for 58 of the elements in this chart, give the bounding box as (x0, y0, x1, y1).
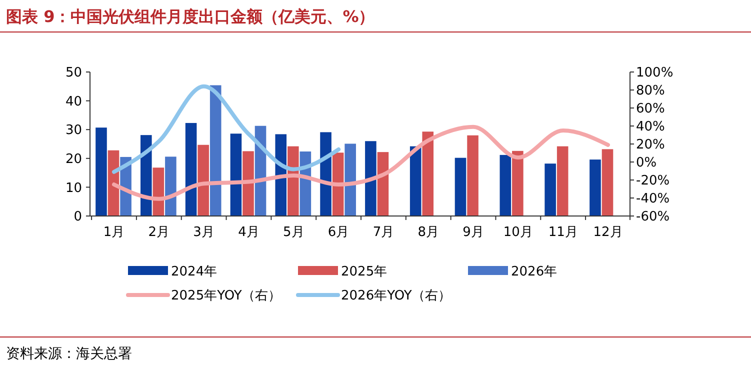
legend-label: 2025年YOY（右） (171, 288, 281, 304)
bar (500, 154, 512, 216)
y2-tick-label: 80% (636, 84, 665, 99)
bar (344, 144, 356, 216)
x-tick-label: 11月 (548, 225, 578, 240)
bar (365, 141, 376, 216)
line-series (112, 124, 610, 201)
x-tick-label: 8月 (418, 225, 440, 240)
y2-tick-label: -40% (636, 192, 670, 207)
x-tick-label: 6月 (328, 225, 350, 240)
legend-label: 2026年YOY（右） (341, 288, 451, 304)
y2-tick-label: 0% (636, 156, 657, 171)
y2-tick-label: 100% (636, 66, 674, 81)
legend-label: 2026年 (511, 264, 558, 280)
bar (230, 134, 242, 216)
x-tick-label: 7月 (372, 225, 394, 240)
y2-tick-label: -20% (636, 174, 670, 189)
y-tick-label: 40 (65, 94, 82, 110)
bar (210, 85, 222, 216)
chart-title: 图表 9：中国光伏组件月度出口金额（亿美元、%） (6, 7, 375, 26)
bar (602, 149, 614, 216)
bar (544, 164, 556, 216)
bar (96, 128, 107, 216)
y2-tick-label: 20% (636, 138, 665, 153)
y-tick-label: 10 (65, 180, 82, 196)
bar (512, 150, 524, 216)
y-tick-label: 0 (74, 210, 82, 225)
x-tick-label: 4月 (238, 225, 260, 240)
legend-label: 2024年 (171, 264, 218, 280)
bar (410, 146, 422, 216)
bar (165, 156, 176, 216)
bar (242, 151, 254, 216)
bar (332, 152, 344, 216)
x-tick-label: 5月 (282, 225, 304, 240)
x-tick-label: 3月 (193, 225, 214, 240)
y-tick-label: 50 (65, 66, 82, 81)
y2-tick-label: 60% (636, 102, 665, 117)
y2-tick-label: 40% (636, 120, 665, 135)
legend-label: 2025年 (341, 264, 388, 280)
y-tick-label: 30 (65, 123, 82, 138)
line-series (112, 84, 341, 174)
x-tick-label: 12月 (593, 225, 623, 240)
bar (556, 146, 568, 216)
bar (377, 152, 389, 216)
y2-tick-label: -60% (636, 210, 670, 225)
bar (422, 132, 434, 216)
y-tick-label: 20 (65, 152, 82, 167)
x-tick-label: 2月 (148, 225, 170, 240)
bar (185, 122, 197, 216)
bar (320, 132, 332, 216)
text: 资料来源：海关总署 (6, 346, 132, 362)
bar (454, 158, 466, 216)
x-tick-label: 1月 (103, 225, 125, 240)
x-tick-label: 9月 (462, 225, 484, 240)
bar (590, 160, 601, 216)
bar (198, 144, 209, 216)
x-tick-label: 10月 (503, 225, 533, 240)
bar (467, 135, 478, 216)
